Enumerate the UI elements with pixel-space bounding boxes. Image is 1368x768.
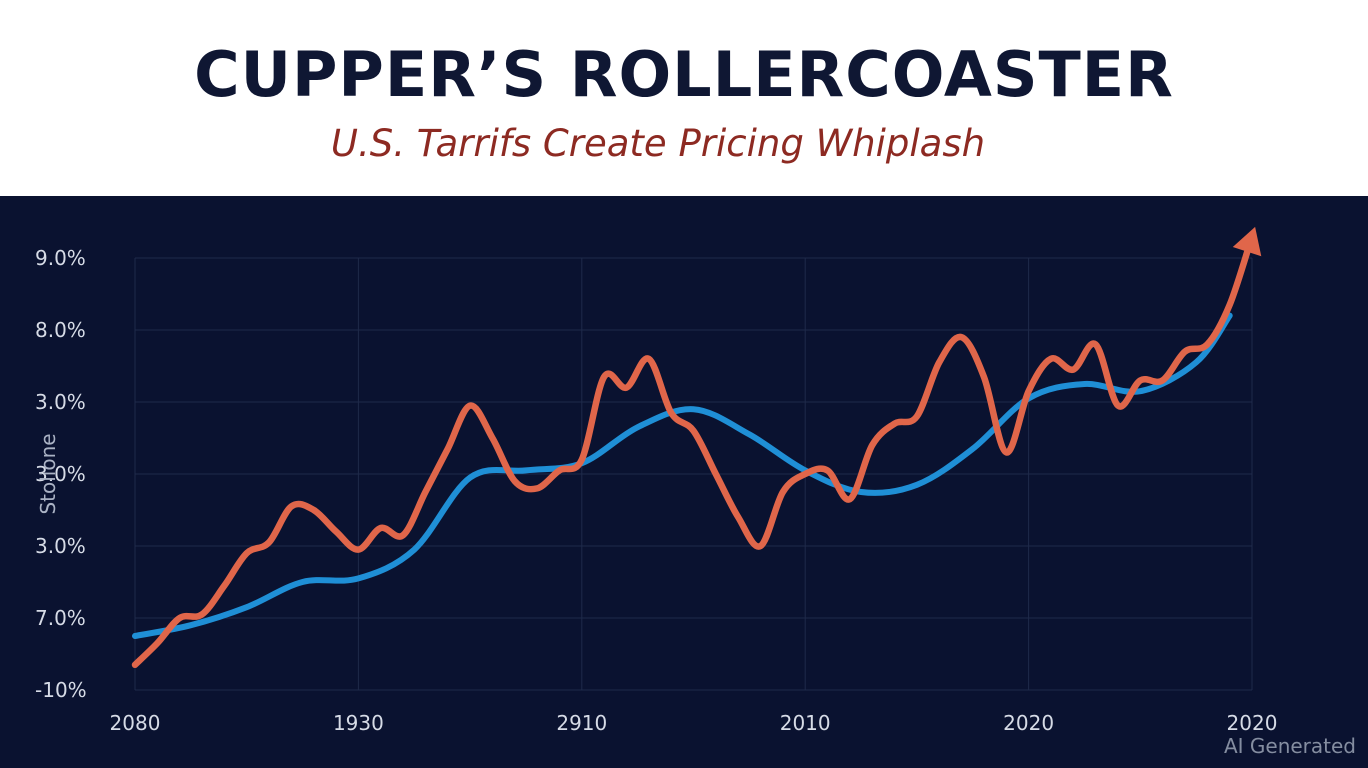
series-lines (131, 226, 1262, 669)
x-tick-label: 2080 (110, 711, 161, 735)
line-chart: -10% 7.0% 3.0% 3.0% 3.0% 8.0% 9.0% 2080 1930 291… (35, 226, 1278, 735)
x-tick-label: 2020 (1003, 711, 1054, 735)
y-tick-label: 7.0% (35, 606, 86, 630)
chart-title: CUPPER’S ROLLERCOASTER (194, 38, 1174, 111)
y-tick-label: 9.0% (35, 246, 86, 270)
y-axis-label: Stolione (36, 433, 60, 514)
x-axis-ticks: 2080 1930 2910 2010 2020 2020 (110, 711, 1278, 735)
watermark: AI Generated (1223, 734, 1356, 758)
y-axis-ticks: -10% 7.0% 3.0% 3.0% 3.0% 8.0% 9.0% (35, 246, 87, 702)
chart-subtitle: U.S. Tarrifs Create Pricing Whiplash (330, 122, 986, 165)
y-tick-label: 3.0% (35, 390, 86, 414)
y-tick-label: -10% (35, 678, 87, 702)
chart-panel: -10% 7.0% 3.0% 3.0% 3.0% 8.0% 9.0% 2080 1930 291… (0, 196, 1368, 768)
x-tick-label: 2010 (780, 711, 831, 735)
grid (134, 257, 1253, 691)
series-line-trend (132, 312, 1233, 639)
y-tick-label: 3.0% (35, 462, 86, 486)
x-tick-label: 2020 (1227, 711, 1278, 735)
y-tick-label: 8.0% (35, 318, 86, 342)
series-line-price (131, 233, 1256, 669)
header: CUPPER’S ROLLERCOASTER U.S. Tarrifs Crea… (0, 0, 1368, 196)
y-tick-label: 3.0% (35, 534, 86, 558)
x-tick-label: 2910 (556, 711, 607, 735)
x-tick-label: 1930 (333, 711, 384, 735)
arrowhead-icon (1232, 226, 1262, 257)
